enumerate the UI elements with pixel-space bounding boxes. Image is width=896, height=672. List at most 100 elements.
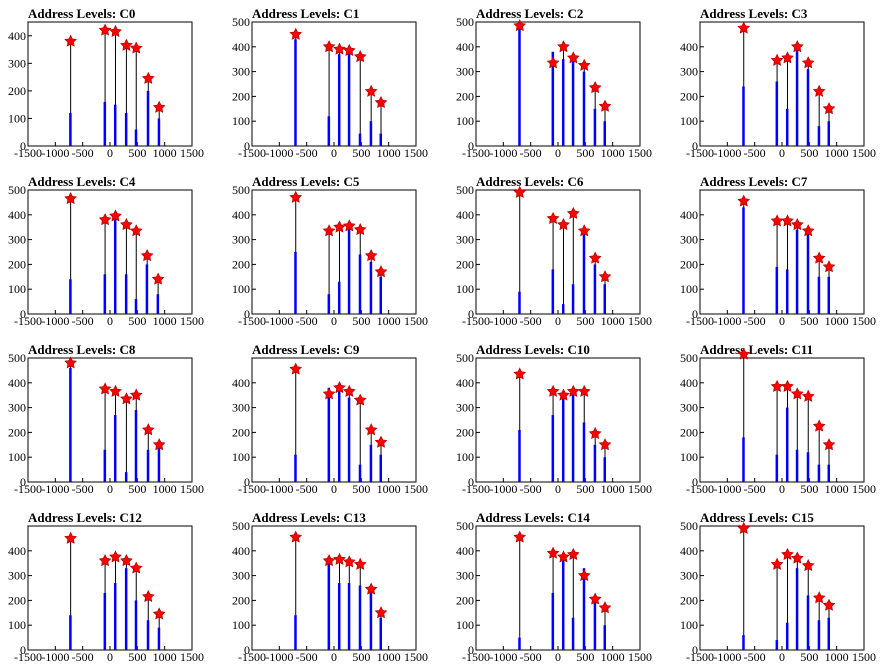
y-tick-label: 200 bbox=[8, 257, 26, 271]
y-tick-label: 400 bbox=[8, 544, 26, 558]
x-tick-label: 0 bbox=[555, 650, 561, 664]
peak-marker bbox=[790, 218, 804, 231]
x-tick-label: 1500 bbox=[180, 146, 204, 160]
peak-marker bbox=[790, 387, 804, 400]
peak-marker bbox=[513, 530, 527, 543]
peak-marker bbox=[289, 362, 303, 375]
peak-marker bbox=[120, 218, 133, 231]
histogram-bar bbox=[145, 264, 149, 314]
plot-frame bbox=[27, 357, 193, 483]
x-tick-label: 0 bbox=[779, 314, 785, 328]
y-tick-label: 100 bbox=[8, 618, 26, 632]
x-tick-label: 1500 bbox=[852, 482, 876, 496]
histogram-bar bbox=[817, 276, 821, 314]
histogram-bar bbox=[103, 274, 107, 314]
peak-marker bbox=[801, 559, 815, 572]
histogram-bar bbox=[582, 234, 586, 314]
peak-marker bbox=[770, 53, 784, 66]
y-tick-label: 400 bbox=[680, 208, 698, 222]
chart-svg: Address Levels: C80100200300400500-1500-… bbox=[8, 342, 204, 496]
peak-marker bbox=[801, 224, 815, 237]
histogram-bar bbox=[518, 637, 521, 650]
peak-marker bbox=[557, 388, 570, 401]
chart-panel-c8: Address Levels: C8 0 100 200 300 400 500 -1500-… bbox=[0, 336, 224, 504]
peak-marker bbox=[64, 531, 77, 544]
histogram-bar bbox=[603, 121, 607, 146]
histogram-bar bbox=[795, 449, 799, 482]
x-tick-label: -1500 bbox=[14, 146, 42, 160]
histogram-bar bbox=[157, 118, 161, 146]
chart-title: Address Levels: C6 bbox=[476, 174, 584, 189]
peak-marker bbox=[588, 81, 602, 94]
peak-marker bbox=[812, 419, 826, 432]
x-tick-label: 500 bbox=[800, 314, 818, 328]
peak-marker bbox=[598, 270, 612, 283]
peak-marker bbox=[557, 550, 570, 563]
x-tick-label: 0 bbox=[107, 146, 113, 160]
y-tick-label: 100 bbox=[456, 114, 474, 128]
histogram-bar bbox=[795, 568, 799, 650]
y-tick-label: 100 bbox=[680, 114, 698, 128]
peak-marker bbox=[333, 220, 346, 233]
x-tick-label: 1000 bbox=[825, 482, 849, 496]
y-tick-label: 500 bbox=[8, 351, 26, 365]
chart-panel-c14: Address Levels: C14 0 100 200 300 400 500 -1500… bbox=[448, 504, 672, 672]
x-tick-label: -1000 bbox=[489, 146, 517, 160]
peak-marker bbox=[64, 192, 77, 205]
peak-marker bbox=[598, 99, 612, 112]
x-tick-label: -500 bbox=[296, 314, 318, 328]
y-tick-label: 200 bbox=[680, 425, 698, 439]
histogram-bar bbox=[817, 464, 821, 482]
y-tick-label: 200 bbox=[456, 425, 474, 439]
histogram-bar bbox=[124, 112, 128, 146]
histogram-bar bbox=[775, 81, 779, 146]
peak-marker bbox=[598, 438, 612, 451]
histogram-bar bbox=[358, 254, 362, 314]
x-tick-label: -1000 bbox=[41, 650, 69, 664]
histogram-bar bbox=[827, 617, 831, 650]
plot-frame bbox=[699, 525, 865, 651]
peak-marker bbox=[546, 546, 560, 559]
x-tick-label: -1000 bbox=[713, 146, 741, 160]
histogram-bar bbox=[337, 390, 341, 482]
x-tick-label: 1500 bbox=[180, 482, 204, 496]
y-tick-label: 300 bbox=[680, 233, 698, 247]
y-tick-label: 100 bbox=[232, 114, 250, 128]
histogram-bar bbox=[146, 449, 150, 482]
x-tick-label: -1000 bbox=[265, 146, 293, 160]
peak-marker bbox=[770, 557, 784, 570]
chart-title: Address Levels: C0 bbox=[28, 6, 135, 21]
peak-marker bbox=[822, 260, 836, 273]
x-tick-label: 0 bbox=[107, 482, 113, 496]
peak-marker bbox=[513, 367, 527, 380]
histogram-bar bbox=[337, 281, 341, 314]
histogram-bar bbox=[294, 454, 297, 482]
y-tick-label: 300 bbox=[8, 569, 26, 583]
peak-marker bbox=[557, 218, 570, 231]
x-tick-label: -1500 bbox=[462, 146, 490, 160]
peak-marker bbox=[812, 84, 826, 97]
plot-frame bbox=[475, 189, 641, 315]
y-tick-label: 400 bbox=[680, 40, 698, 54]
x-tick-label: 1000 bbox=[377, 650, 401, 664]
y-tick-label: 100 bbox=[232, 450, 250, 464]
x-tick-label: -1500 bbox=[686, 146, 714, 160]
chart-panel-c1: Address Levels: C1 0 100 200 300 400 500 -1500-… bbox=[224, 0, 448, 168]
x-tick-label: 500 bbox=[576, 482, 594, 496]
x-tick-label: 0 bbox=[331, 146, 337, 160]
peak-marker bbox=[374, 265, 388, 278]
peak-marker bbox=[822, 102, 836, 115]
histogram-bar bbox=[369, 592, 373, 650]
x-tick-label: 500 bbox=[352, 314, 370, 328]
chart-svg: Address Levels: C15 0 100 200 300 400 500 -1500… bbox=[680, 510, 876, 664]
peak-marker bbox=[770, 214, 784, 227]
y-tick-label: 100 bbox=[680, 282, 698, 296]
histogram-bar bbox=[69, 279, 72, 314]
peak-marker bbox=[781, 379, 794, 392]
histogram-bar bbox=[827, 276, 831, 314]
histogram-bar bbox=[551, 51, 555, 147]
y-tick-label: 300 bbox=[680, 65, 698, 79]
peak-marker bbox=[140, 249, 154, 262]
x-tick-label: -1000 bbox=[713, 650, 741, 664]
peak-marker bbox=[566, 384, 580, 397]
